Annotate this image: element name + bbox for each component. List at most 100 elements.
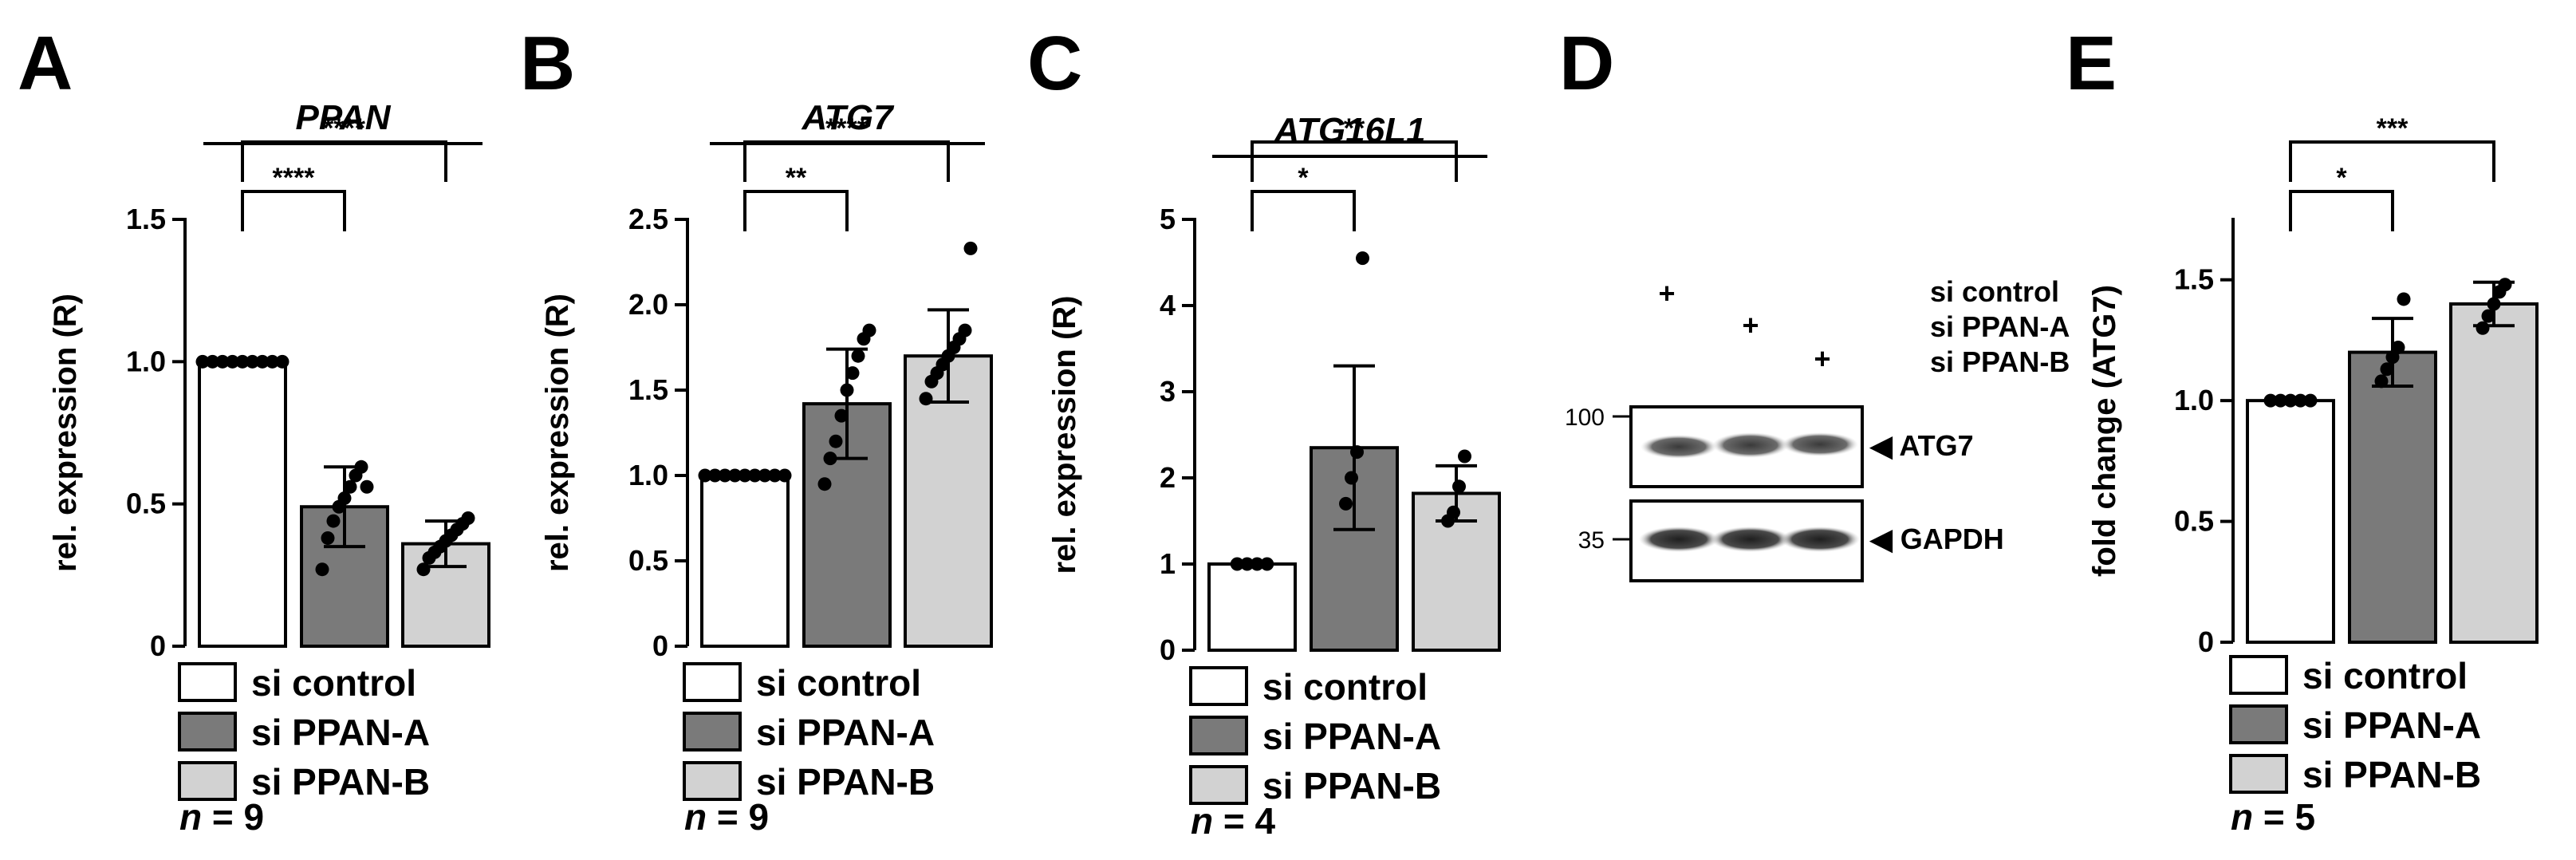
legend-label-2: si PPAN-A xyxy=(251,712,430,753)
data-point xyxy=(1356,251,1369,266)
data-point xyxy=(778,468,792,483)
data-point xyxy=(823,452,837,466)
significance-label: **** xyxy=(273,163,316,193)
y-axis-label: rel. expression (R) xyxy=(1047,295,1082,574)
y-tick-label: 1 xyxy=(1160,547,1176,580)
significance-label: * xyxy=(1298,163,1309,193)
n-symbol: n xyxy=(179,796,202,838)
data-point xyxy=(748,468,762,483)
data-point xyxy=(343,479,357,494)
y-tick-label: 1.0 xyxy=(126,345,166,377)
n-label: n = 5 xyxy=(2231,796,2315,838)
data-point xyxy=(768,468,782,483)
bar-1 xyxy=(1207,562,1297,652)
significance-bracket xyxy=(743,140,950,182)
significance-bracket xyxy=(743,190,849,231)
data-point xyxy=(215,354,230,369)
legend-swatch-3 xyxy=(683,761,742,801)
significance-bracket xyxy=(1251,190,1356,231)
y-tick-label: 2 xyxy=(1160,461,1176,494)
data-point xyxy=(845,366,860,381)
y-tick-label: 1.5 xyxy=(628,373,668,406)
y-tick-label: 4 xyxy=(1160,289,1176,322)
data-point xyxy=(315,562,329,577)
y-tick-label: 0 xyxy=(2198,625,2214,658)
data-point xyxy=(851,349,865,363)
panel-label-b: B xyxy=(520,21,575,106)
legend-swatch-1 xyxy=(1189,666,1248,706)
n-symbol: n xyxy=(2231,796,2253,838)
data-point xyxy=(195,354,210,369)
data-point xyxy=(862,323,876,337)
n-symbol: n xyxy=(1191,800,1213,842)
data-point xyxy=(354,460,368,474)
blot-condition-3: si PPAN-B xyxy=(1930,345,2070,378)
data-point xyxy=(919,392,933,406)
panel-label-a: A xyxy=(18,21,73,106)
data-point xyxy=(321,531,335,545)
chart-a: PPAN 0 0.5 1.0 1.5 rel. expression (R) *******… xyxy=(48,98,490,838)
panel-label-c: C xyxy=(1027,21,1082,106)
data-point xyxy=(728,468,742,483)
data-point xyxy=(2263,393,2278,408)
gene-title: PPAN xyxy=(296,98,392,137)
data-point xyxy=(829,434,843,448)
n-label: n = 9 xyxy=(179,796,264,838)
n-label: n = 4 xyxy=(1191,800,1276,842)
data-point xyxy=(1458,449,1471,464)
n-value: = 4 xyxy=(1213,800,1275,842)
mw-label-100: 100 xyxy=(1565,404,1605,431)
y-tick-label: 1.0 xyxy=(2174,384,2214,416)
data-point xyxy=(834,408,849,423)
data-point xyxy=(698,468,712,483)
data-point xyxy=(1447,505,1460,519)
band-label-atg7: ◀ ATG7 xyxy=(1869,429,1974,462)
data-point xyxy=(963,241,978,255)
blot-condition-1: si control xyxy=(1930,275,2059,308)
significance-label: **** xyxy=(323,113,366,144)
n-symbol: n xyxy=(684,796,707,838)
y-tick-label: 0.5 xyxy=(628,544,668,577)
n-value: = 5 xyxy=(2253,796,2315,838)
y-tick-label: 3 xyxy=(1160,375,1176,408)
y-tick-label: 0 xyxy=(1160,633,1176,666)
data-point xyxy=(326,514,341,528)
legend-label-1: si control xyxy=(2302,655,2468,696)
legend-label-2: si PPAN-A xyxy=(2302,704,2481,746)
legend-swatch-2 xyxy=(683,712,742,752)
significance-bracket xyxy=(1251,140,1458,182)
bar-1 xyxy=(700,474,790,648)
y-axis-label: rel. expression (R) xyxy=(48,294,83,572)
y-tick-label: 5 xyxy=(1160,203,1176,235)
data-point xyxy=(1230,557,1244,571)
bar-1 xyxy=(2246,399,2335,644)
blot-condition-2: si PPAN-A xyxy=(1930,310,2070,343)
data-point xyxy=(1240,557,1255,571)
band-atg7-lane1 xyxy=(1641,435,1717,459)
data-point xyxy=(2283,393,2298,408)
legend-label-3: si PPAN-B xyxy=(1262,765,1441,807)
data-point xyxy=(1345,471,1358,485)
lane2-plus: + xyxy=(1742,309,1759,341)
significance-label: ** xyxy=(1344,113,1365,144)
data-point xyxy=(1350,445,1364,460)
data-point xyxy=(235,354,250,369)
y-tick-label: 2.5 xyxy=(628,203,668,235)
significance-label: **** xyxy=(825,113,869,144)
gene-title: ATG7 xyxy=(801,98,895,137)
data-point xyxy=(360,479,374,494)
data-point xyxy=(255,354,270,369)
n-value: = 9 xyxy=(707,796,769,838)
data-point xyxy=(1260,557,1274,571)
data-point xyxy=(817,477,832,491)
data-point xyxy=(2374,374,2389,389)
data-point xyxy=(2487,297,2501,311)
panel-label-e: E xyxy=(2066,21,2117,106)
data-point xyxy=(2397,292,2411,306)
data-point xyxy=(2391,341,2405,355)
data-point xyxy=(416,562,431,577)
data-point xyxy=(461,511,475,525)
legend-label-2: si PPAN-A xyxy=(756,712,935,753)
